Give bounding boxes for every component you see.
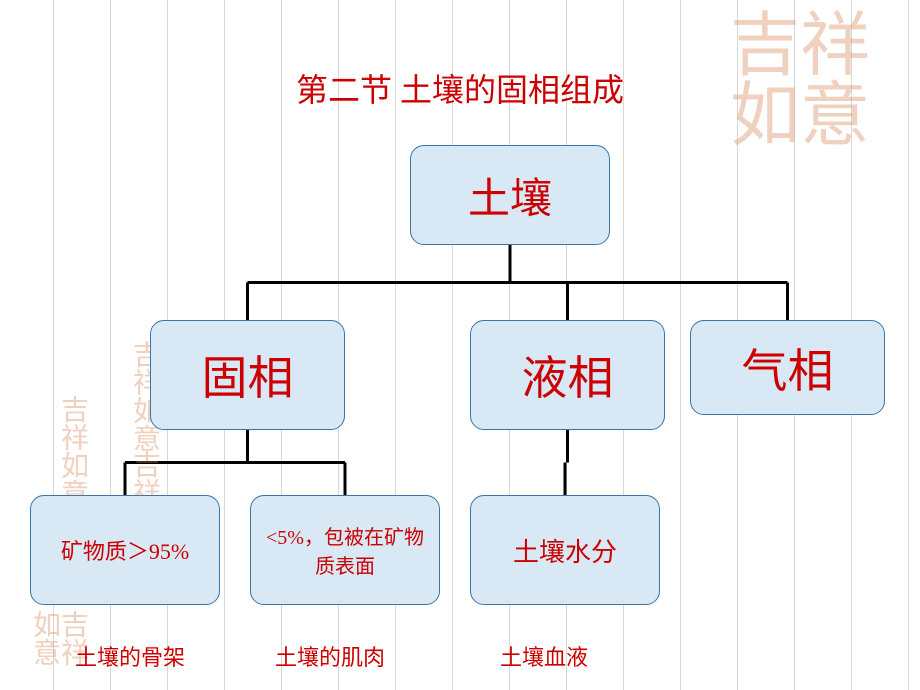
caption: 土壤血液 [500,640,588,672]
watermark-small: 吉祥如意 [36,395,86,507]
tree-node-root: 土壤 [410,145,610,245]
tree-node-gas: 气相 [690,320,885,415]
caption: 土壤的骨架 [75,640,185,672]
tree-node-solid: 固相 [150,320,345,430]
tree-node-liquid: 液相 [470,320,665,430]
tree-node-mineral: 矿物质＞95% [30,495,220,605]
tree-node-water: 土壤水分 [470,495,660,605]
caption: 土壤的肌肉 [275,640,385,672]
page-title: 第二节 土壤的固相组成 [0,65,920,111]
tree-node-organic: <5%，包被在矿物质表面 [250,495,440,605]
